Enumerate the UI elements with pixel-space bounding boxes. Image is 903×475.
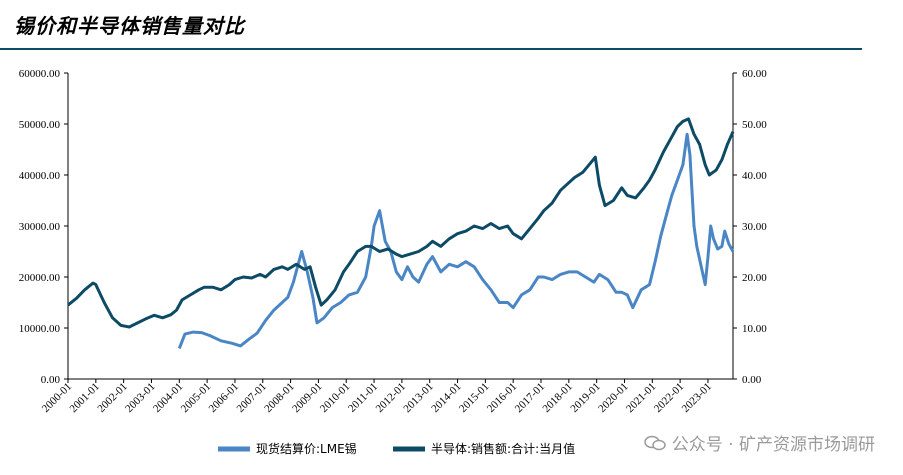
x-axis-tick-label: 2018-01 <box>541 381 575 415</box>
watermark: 公众号 · 矿产资源市场调研 <box>644 430 875 455</box>
x-axis-tick-label: 2014-01 <box>429 381 463 415</box>
left-axis-tick-label: 60000.00 <box>19 68 61 80</box>
legend-label-lme-tin: 现货结算价:LME锡 <box>256 441 357 456</box>
series-line-semiconductor-sales <box>67 117 735 329</box>
right-axis-tick-label: 60.00 <box>742 68 767 80</box>
series-group <box>67 117 735 349</box>
x-axis-tick-label: 2016-01 <box>485 381 519 415</box>
x-axis-tick-label: 2001-01 <box>68 381 102 415</box>
x-axis-tick-label: 2021-01 <box>624 381 658 415</box>
x-axis-tick-label: 2007-01 <box>234 381 268 415</box>
x-axis-tick-label: 2022-01 <box>652 381 686 415</box>
x-axis-tick-label: 2008-01 <box>262 381 296 415</box>
left-axis-group: 0.00 10000.00 20000.00 30000.00 40000.00 5000… <box>19 68 69 386</box>
x-axis-tick-label: 2003-01 <box>123 381 157 415</box>
right-axis-tick-label: 40.00 <box>742 170 767 182</box>
x-axis-tick-label: 2004-01 <box>151 381 185 415</box>
x-axis-tick-label: 2013-01 <box>401 381 435 415</box>
x-axis-tick-label: 2012-01 <box>374 381 408 415</box>
right-axis-tick-label: 10.00 <box>742 323 767 335</box>
x-axis-tick-label: 2002-01 <box>95 381 129 415</box>
x-axis-tick-label: 2011-01 <box>346 381 380 415</box>
chart-title: 锡价和半导体销售量对比 <box>14 14 245 38</box>
left-axis-tick-label: 30000.00 <box>19 221 61 233</box>
legend-label-semiconductor: 半导体:销售额:合计:当月值 <box>431 441 575 456</box>
left-axis-tick-label: 50000.00 <box>19 119 61 131</box>
right-axis-tick-label: 30.00 <box>742 221 767 233</box>
x-axis-tick-label: 2005-01 <box>179 381 213 415</box>
x-axis-tick-label: 2017-01 <box>513 381 547 415</box>
wechat-icon <box>644 435 666 450</box>
right-axis-tick-label: 0.00 <box>742 374 762 386</box>
series-line-lme-tin <box>177 132 735 349</box>
x-axis-tick-label: 2019-01 <box>568 381 602 415</box>
x-axis-tick-label: 2020-01 <box>596 381 630 415</box>
right-axis-group: 0.00 10.00 20.00 30.00 40.00 50.00 60.00 <box>732 68 767 386</box>
left-axis-tick-label: 0.00 <box>41 374 61 386</box>
left-axis-tick-label: 10000.00 <box>19 323 61 335</box>
title-divider <box>0 48 862 50</box>
x-axis-tick-label: 2023-01 <box>680 381 714 415</box>
watermark-text: 公众号 · 矿产资源市场调研 <box>671 435 875 455</box>
left-axis-tick-label: 20000.00 <box>19 272 61 284</box>
x-axis-tick-label: 2006-01 <box>207 381 241 415</box>
right-axis-tick-label: 50.00 <box>742 119 767 131</box>
x-axis-tick-label: 2009-01 <box>290 381 324 415</box>
x-axis-tick-label: 2015-01 <box>457 381 491 415</box>
right-axis-tick-label: 20.00 <box>742 272 767 284</box>
x-axis-group: 2000-012001-012002-012003-012004-012005-… <box>40 378 733 415</box>
x-axis-tick-label: 2010-01 <box>318 381 352 415</box>
left-axis-tick-label: 40000.00 <box>19 170 61 182</box>
legend: 现货结算价:LME锡 半导体:销售额:合计:当月值 <box>218 441 575 456</box>
